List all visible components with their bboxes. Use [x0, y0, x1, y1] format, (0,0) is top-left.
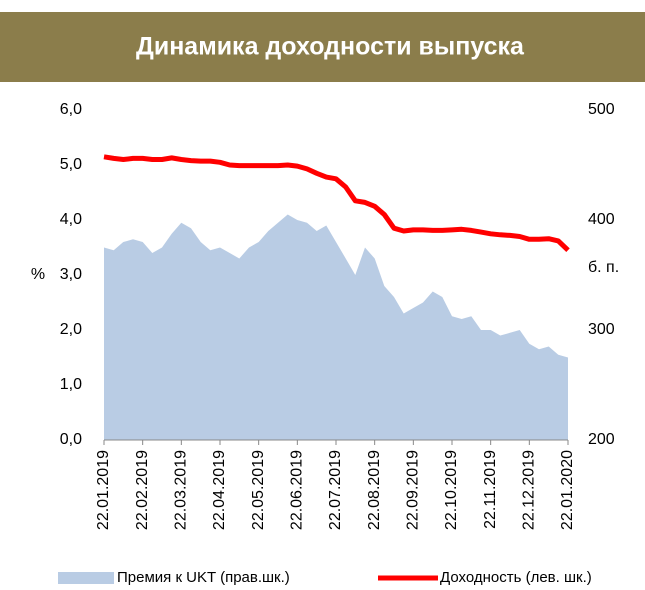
x-tick-label: 22.05.2019	[250, 450, 267, 530]
x-tick-label: 22.02.2019	[134, 450, 151, 530]
x-tick-label: 22.07.2019	[327, 450, 344, 530]
y-tick-label: 6,0	[60, 101, 82, 118]
y-tick-label: 0,0	[60, 431, 82, 448]
x-tick-label: 22.01.2020	[559, 450, 576, 530]
x-tick-label: 22.11.2019	[482, 450, 499, 529]
y2-tick-label: 300	[588, 321, 615, 338]
x-tick-label: 22.04.2019	[211, 450, 228, 530]
x-tick-label: 22.06.2019	[289, 450, 306, 530]
legend-label: Премия к UKT (прав.шк.)	[117, 569, 290, 586]
y-tick-label: 3,0	[60, 266, 82, 283]
y-tick-label: 1,0	[60, 376, 82, 393]
y-tick-label: 4,0	[60, 211, 82, 228]
x-tick-label: 22.08.2019	[366, 450, 383, 530]
legend-label: Доходность (лев. шк.)	[440, 569, 592, 586]
x-tick-label: 22.03.2019	[173, 450, 190, 530]
y2-tick-label: 200	[588, 431, 615, 448]
x-tick-label: 22.01.2019	[95, 450, 112, 530]
title-banner	[0, 12, 645, 82]
y-tick-label: 2,0	[60, 321, 82, 338]
premium-area	[104, 214, 568, 440]
y-axis-label: %	[31, 266, 45, 283]
x-tick-label: 22.10.2019	[443, 450, 460, 530]
x-tick-label: 22.12.2019	[521, 450, 538, 530]
y2-tick-label: 500	[588, 101, 615, 118]
x-tick-label: 22.09.2019	[405, 450, 422, 530]
y-tick-label: 5,0	[60, 156, 82, 173]
y2-axis-label: б. п.	[588, 259, 619, 276]
chart-title: Динамика доходности выпуска	[136, 33, 525, 61]
y2-tick-label: 400	[588, 211, 615, 228]
yield-line	[103, 154, 570, 253]
legend-swatch	[58, 572, 114, 584]
